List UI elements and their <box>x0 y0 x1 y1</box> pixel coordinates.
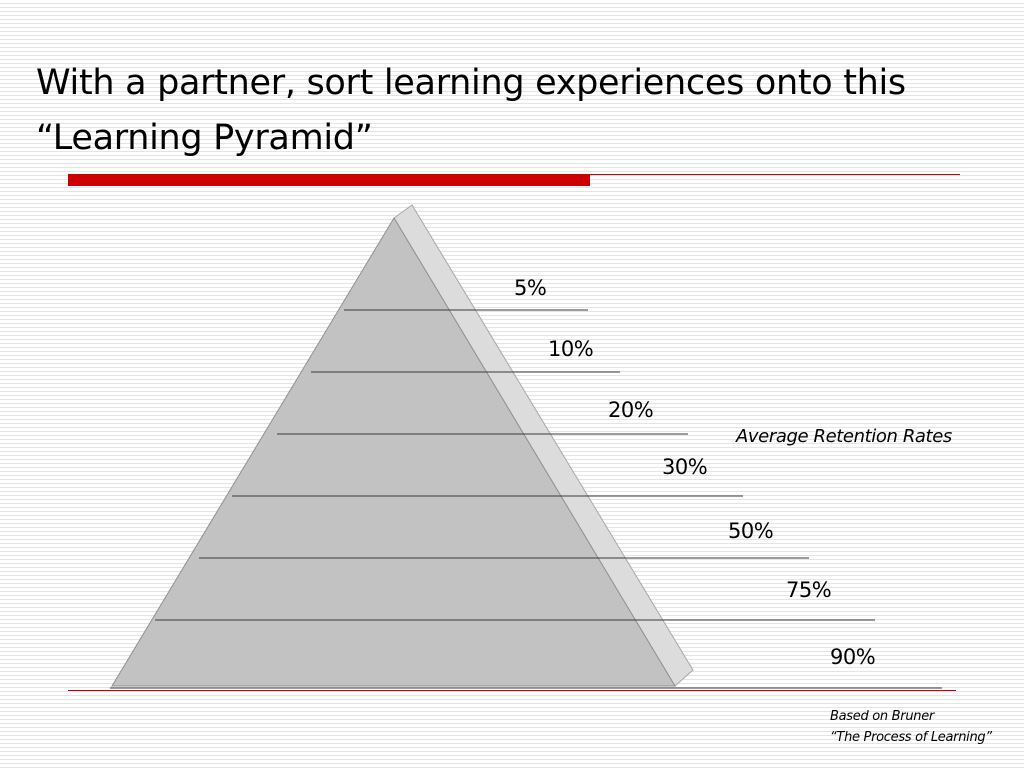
bottom-rule <box>68 690 956 691</box>
slide-title-line-2: “Learning Pyramid” <box>36 118 373 158</box>
title-accent-bar <box>68 174 590 186</box>
source-line-2: “The Process of Learning” <box>830 730 992 745</box>
retention-rate-label: 30% <box>662 455 707 479</box>
retention-caption: Average Retention Rates <box>736 426 952 447</box>
pyramid-front-face <box>111 217 676 687</box>
retention-rate-label: 20% <box>608 398 653 422</box>
title-accent-line <box>590 174 960 175</box>
slide-title-line-1: With a partner, sort learning experience… <box>36 63 906 103</box>
source-citation: Based on Bruner “The Process of Learning… <box>830 706 992 748</box>
retention-rate-label: 90% <box>830 645 875 669</box>
retention-rate-label: 75% <box>786 578 831 602</box>
retention-rate-label: 5% <box>514 276 546 300</box>
source-line-1: Based on Bruner <box>830 709 934 724</box>
retention-rate-label: 10% <box>548 337 593 361</box>
retention-rate-label: 50% <box>728 519 773 543</box>
slide-title: With a partner, sort learning experience… <box>36 56 976 166</box>
